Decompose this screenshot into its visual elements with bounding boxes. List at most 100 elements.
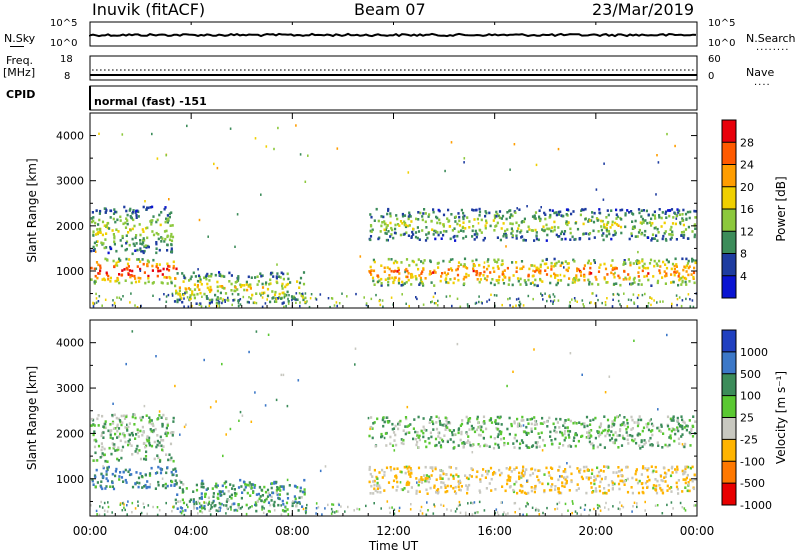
scatter-point	[156, 454, 159, 457]
scatter-point	[487, 264, 490, 268]
scatter-point	[471, 229, 474, 233]
ground-scatter-point	[644, 509, 646, 512]
scatter-point	[296, 501, 299, 505]
scatter-point	[541, 280, 544, 283]
scatter-point	[546, 425, 549, 428]
ground-scatter-point	[147, 504, 150, 507]
ground-scatter-point	[512, 305, 514, 308]
isolated-scatter-point	[451, 258, 454, 261]
scatter-point	[529, 282, 532, 285]
scatter-point	[543, 262, 546, 266]
ground-scatter-point	[618, 293, 620, 297]
ground-scatter-point	[681, 299, 684, 302]
ground-scatter-point	[467, 305, 469, 308]
ground-scatter-point	[280, 513, 283, 516]
scatter-point	[441, 423, 444, 427]
scatter-point	[476, 278, 479, 281]
scatter-point	[139, 472, 142, 475]
scatter-point	[522, 220, 526, 224]
scatter-point	[450, 269, 454, 272]
scatter-point	[206, 487, 209, 490]
isolated-scatter-point	[277, 126, 279, 130]
scatter-point	[120, 449, 123, 452]
ground-scatter-point	[182, 509, 184, 513]
scatter-point	[429, 486, 432, 490]
scatter-point	[235, 280, 239, 283]
ground-scatter-point	[195, 500, 197, 504]
scatter-point	[160, 281, 163, 284]
scatter-point	[656, 239, 659, 242]
scatter-point	[91, 211, 94, 214]
scatter-point	[587, 435, 590, 439]
scatter-point	[596, 219, 599, 222]
scatter-point	[558, 426, 561, 429]
ground-scatter-point	[152, 294, 154, 297]
scatter-point	[580, 475, 583, 479]
scatter-point	[415, 263, 418, 267]
isolated-scatter-point	[165, 154, 167, 157]
scatter-point	[119, 215, 122, 219]
scatter-point	[405, 231, 408, 234]
scatter-point	[131, 237, 134, 241]
scatter-point	[391, 427, 394, 431]
scatter-point	[655, 470, 658, 473]
scatter-point	[374, 445, 377, 448]
scatter-point	[458, 224, 462, 227]
scatter-point	[647, 428, 651, 432]
scatter-point	[543, 473, 546, 476]
scatter-point	[148, 441, 151, 445]
isolated-scatter-point	[633, 339, 635, 342]
scatter-point	[156, 266, 159, 270]
scatter-point	[235, 492, 238, 496]
scatter-point	[555, 213, 558, 217]
scatter-point	[631, 212, 634, 215]
scatter-point	[424, 440, 427, 443]
scatter-point	[395, 214, 398, 217]
ground-scatter-point	[356, 507, 358, 511]
scatter-point	[405, 258, 409, 261]
scatter-point	[556, 421, 559, 424]
scatter-point	[576, 483, 579, 486]
scatter-point	[646, 486, 649, 489]
scatter-point	[685, 465, 688, 469]
scatter-point	[445, 281, 448, 284]
scatter-point	[272, 491, 275, 495]
scatter-point	[472, 209, 475, 212]
ground-scatter-point	[315, 507, 318, 510]
scatter-point	[624, 213, 627, 217]
ground-scatter-point	[226, 298, 228, 302]
scatter-point	[623, 437, 626, 441]
scatter-point	[456, 273, 460, 277]
scatter-point	[199, 302, 202, 305]
scatter-point	[377, 280, 380, 284]
ground-scatter-point	[306, 300, 308, 303]
scatter-point	[419, 281, 422, 285]
scatter-point	[600, 225, 603, 228]
scatter-point	[557, 213, 560, 216]
ground-scatter-point	[183, 305, 185, 308]
scatter-point	[539, 277, 542, 281]
scatter-point	[426, 477, 429, 480]
ground-scatter-point	[287, 302, 290, 305]
scatter-point	[591, 491, 594, 494]
scatter-point	[130, 432, 133, 435]
scatter-point	[631, 491, 634, 495]
scatter-point	[482, 274, 485, 277]
ground-scatter-point	[537, 508, 539, 511]
ground-scatter-point	[340, 505, 342, 508]
scatter-point	[135, 471, 138, 474]
scatter-point	[659, 265, 662, 268]
ground-scatter-point	[612, 505, 614, 508]
scatter-point	[402, 442, 405, 446]
scatter-point	[161, 425, 164, 428]
scatter-point	[635, 470, 638, 473]
scatter-point	[370, 230, 373, 233]
scatter-point	[557, 260, 560, 263]
scatter-point	[106, 466, 109, 470]
scatter-point	[494, 488, 497, 491]
ground-scatter-point	[189, 296, 191, 299]
scatter-point	[98, 227, 101, 231]
scatter-point	[545, 239, 548, 242]
isolated-scatter-point	[97, 240, 99, 243]
ground-scatter-point	[464, 511, 467, 514]
